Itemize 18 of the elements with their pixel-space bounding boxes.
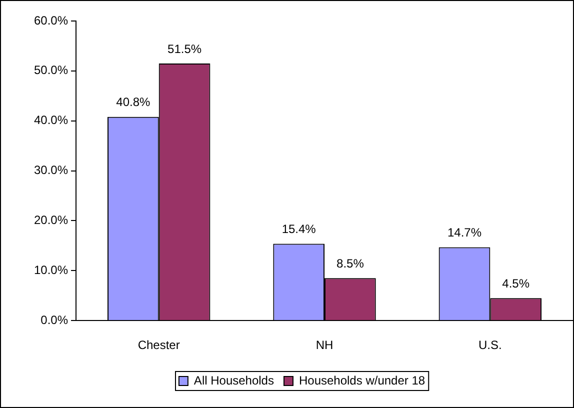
legend-label: Households w/under 18 bbox=[298, 373, 426, 388]
legend-label: All Households bbox=[194, 373, 274, 388]
data-label: 15.4% bbox=[282, 222, 316, 236]
y-tick-label: 40.0% bbox=[34, 113, 68, 128]
y-tick-label: 0.0% bbox=[40, 312, 68, 327]
data-label: 40.8% bbox=[116, 95, 151, 110]
y-tick-label: 30.0% bbox=[34, 163, 68, 178]
data-label: 8.5% bbox=[336, 256, 364, 270]
y-tick-label: 50.0% bbox=[34, 63, 68, 78]
data-label: 14.7% bbox=[447, 226, 482, 240]
y-tick-label: 60.0% bbox=[34, 13, 68, 28]
x-tick-label: Chester bbox=[138, 338, 180, 352]
y-tick-label: 20.0% bbox=[34, 213, 68, 228]
data-label: 4.5% bbox=[502, 276, 530, 290]
x-tick-label: U.S. bbox=[478, 338, 502, 352]
data-label: 51.5% bbox=[168, 42, 202, 56]
x-tick-label: NH bbox=[316, 338, 334, 352]
y-tick-label: 10.0% bbox=[34, 262, 68, 277]
